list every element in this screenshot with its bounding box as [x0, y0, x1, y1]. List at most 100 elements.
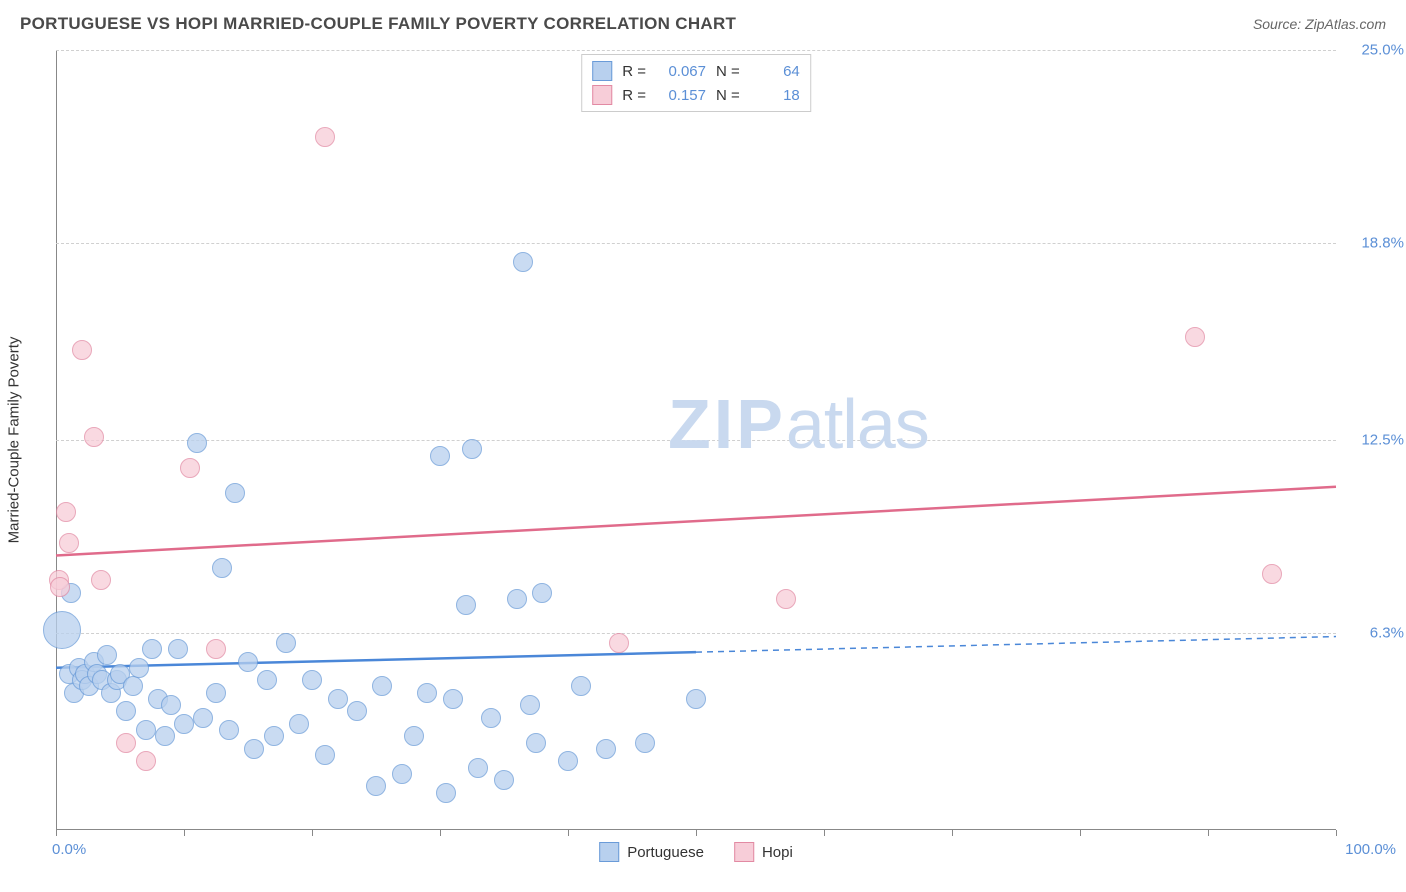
swatch-portuguese-icon: [599, 842, 619, 862]
y-tick-label: 25.0%: [1361, 42, 1404, 59]
legend-n-label: N =: [716, 87, 740, 104]
data-point: [97, 645, 117, 665]
x-tick: [56, 830, 57, 836]
data-point: [116, 701, 136, 721]
chart-area: Married-Couple Family Poverty ZIPatlas R…: [56, 50, 1336, 830]
x-tick-label: 0.0%: [52, 841, 86, 858]
data-point: [289, 714, 309, 734]
y-tick-label: 6.3%: [1370, 625, 1404, 642]
x-tick: [312, 830, 313, 836]
data-point: [302, 670, 322, 690]
legend-n-value-portuguese: 64: [750, 63, 800, 80]
data-point: [123, 676, 143, 696]
legend-series: Portuguese Hopi: [599, 842, 793, 862]
data-point: [1262, 564, 1282, 584]
data-point: [50, 577, 70, 597]
data-point: [84, 427, 104, 447]
data-point: [1185, 327, 1205, 347]
legend-n-label: N =: [716, 63, 740, 80]
legend-label-hopi: Hopi: [762, 844, 793, 861]
trend-lines: [56, 50, 1336, 830]
data-point: [609, 633, 629, 653]
data-point: [596, 739, 616, 759]
chart-header: PORTUGUESE VS HOPI MARRIED-COUPLE FAMILY…: [0, 0, 1406, 40]
data-point: [392, 764, 412, 784]
legend-r-label: R =: [622, 87, 646, 104]
data-point: [315, 127, 335, 147]
data-point: [417, 683, 437, 703]
legend-item-hopi: Hopi: [734, 842, 793, 862]
data-point: [372, 676, 392, 696]
data-point: [206, 683, 226, 703]
x-tick: [952, 830, 953, 836]
data-point: [430, 446, 450, 466]
swatch-hopi-icon: [734, 842, 754, 862]
data-point: [558, 751, 578, 771]
legend-label-portuguese: Portuguese: [627, 844, 704, 861]
data-point: [494, 770, 514, 790]
y-tick-label: 18.8%: [1361, 235, 1404, 252]
data-point: [212, 558, 232, 578]
data-point: [507, 589, 527, 609]
data-point: [136, 751, 156, 771]
data-point: [462, 439, 482, 459]
x-tick: [1080, 830, 1081, 836]
data-point: [180, 458, 200, 478]
data-point: [686, 689, 706, 709]
data-point: [468, 758, 488, 778]
data-point: [276, 633, 296, 653]
data-point: [174, 714, 194, 734]
data-point: [161, 695, 181, 715]
data-point: [193, 708, 213, 728]
y-tick-label: 12.5%: [1361, 432, 1404, 449]
data-point: [257, 670, 277, 690]
legend-r-value-hopi: 0.157: [656, 87, 706, 104]
data-point: [328, 689, 348, 709]
data-point: [219, 720, 239, 740]
data-point: [225, 483, 245, 503]
data-point: [238, 652, 258, 672]
legend-n-value-hopi: 18: [750, 87, 800, 104]
source-name: ZipAtlas.com: [1305, 16, 1386, 32]
legend-stats-row-portuguese: R = 0.067 N = 64: [592, 59, 800, 83]
trend-line-dashed: [696, 637, 1336, 653]
data-point: [91, 570, 111, 590]
data-point: [776, 589, 796, 609]
data-point: [59, 533, 79, 553]
data-point: [347, 701, 367, 721]
data-point: [481, 708, 501, 728]
data-point: [571, 676, 591, 696]
data-point: [315, 745, 335, 765]
legend-r-value-portuguese: 0.067: [656, 63, 706, 80]
data-point: [136, 720, 156, 740]
source-prefix: Source:: [1253, 16, 1305, 32]
x-tick: [696, 830, 697, 836]
y-axis-label: Married-Couple Family Poverty: [6, 337, 23, 544]
data-point: [264, 726, 284, 746]
trend-line-solid: [56, 487, 1336, 556]
data-point: [187, 433, 207, 453]
x-tick-label: 100.0%: [1345, 841, 1396, 858]
data-point: [532, 583, 552, 603]
legend-stats-box: R = 0.067 N = 64 R = 0.157 N = 18: [581, 54, 811, 112]
data-point: [56, 502, 76, 522]
x-tick: [184, 830, 185, 836]
legend-item-portuguese: Portuguese: [599, 842, 704, 862]
legend-stats-row-hopi: R = 0.157 N = 18: [592, 83, 800, 107]
data-point: [72, 340, 92, 360]
data-point: [526, 733, 546, 753]
x-tick: [824, 830, 825, 836]
data-point: [456, 595, 476, 615]
data-point: [142, 639, 162, 659]
data-point: [520, 695, 540, 715]
data-point: [366, 776, 386, 796]
x-tick: [1336, 830, 1337, 836]
data-point: [155, 726, 175, 746]
data-point: [116, 733, 136, 753]
swatch-hopi-icon: [592, 85, 612, 105]
source-attribution: Source: ZipAtlas.com: [1253, 16, 1386, 32]
x-tick: [568, 830, 569, 836]
data-point: [404, 726, 424, 746]
x-tick: [1208, 830, 1209, 836]
data-point: [244, 739, 264, 759]
